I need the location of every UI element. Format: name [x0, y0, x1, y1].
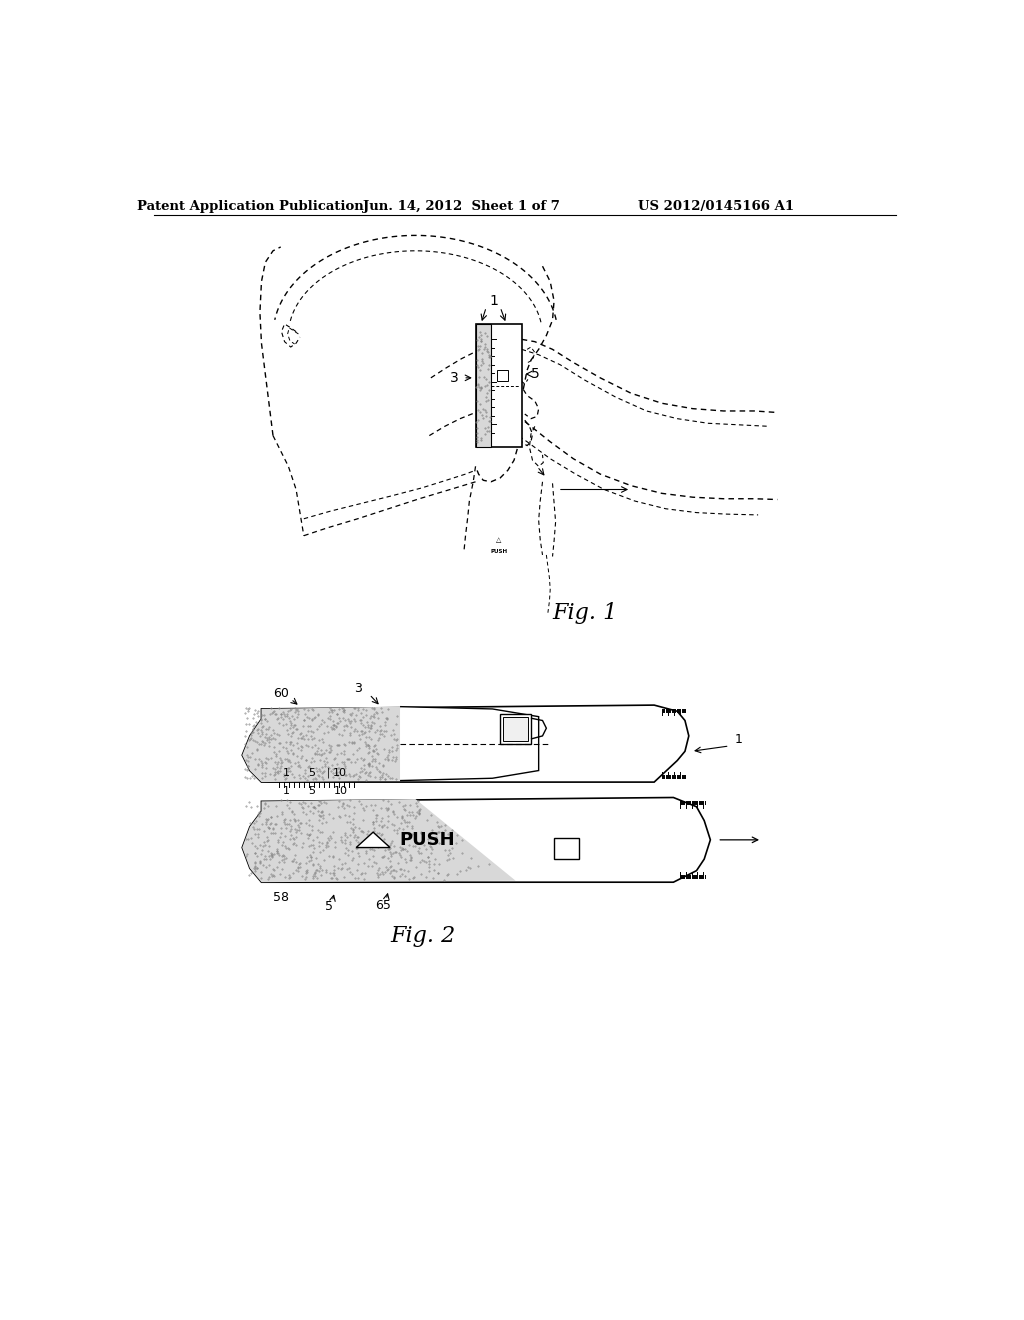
Text: 3: 3 [353, 681, 361, 694]
Text: 1: 1 [735, 733, 742, 746]
Text: PUSH: PUSH [490, 549, 507, 553]
Text: 5: 5 [531, 367, 540, 381]
Text: 58: 58 [272, 891, 289, 904]
Text: 3: 3 [450, 371, 459, 385]
Text: US 2012/0145166 A1: US 2012/0145166 A1 [638, 199, 794, 213]
Text: Fig. 1: Fig. 1 [552, 602, 617, 624]
Text: 65: 65 [375, 899, 391, 912]
Bar [500, 714, 531, 743]
Text: 1: 1 [489, 294, 499, 308]
Polygon shape [356, 832, 390, 847]
Text: Patent Application Publication: Patent Application Publication [136, 199, 364, 213]
Polygon shape [400, 706, 539, 780]
Bar [554, 838, 579, 859]
Polygon shape [243, 799, 515, 882]
Bar [503, 718, 528, 741]
Text: 1: 1 [283, 768, 290, 779]
Text: |: | [327, 768, 330, 779]
Text: △: △ [496, 536, 502, 543]
Text: 60: 60 [272, 686, 289, 700]
Text: 5: 5 [308, 768, 315, 779]
Text: Jun. 14, 2012  Sheet 1 of 7: Jun. 14, 2012 Sheet 1 of 7 [364, 199, 560, 213]
Bar [475, 323, 521, 447]
Bar [497, 370, 508, 381]
Text: PUSH: PUSH [399, 830, 455, 849]
Text: 10: 10 [333, 768, 347, 779]
Text: 10: 10 [334, 787, 348, 796]
Polygon shape [243, 705, 689, 781]
Polygon shape [243, 797, 711, 882]
Text: 5: 5 [308, 787, 315, 796]
Text: 1: 1 [283, 787, 290, 796]
Text: 5: 5 [326, 900, 333, 913]
Bar [475, 323, 490, 447]
Text: Fig. 2: Fig. 2 [390, 925, 456, 948]
Polygon shape [243, 706, 400, 781]
